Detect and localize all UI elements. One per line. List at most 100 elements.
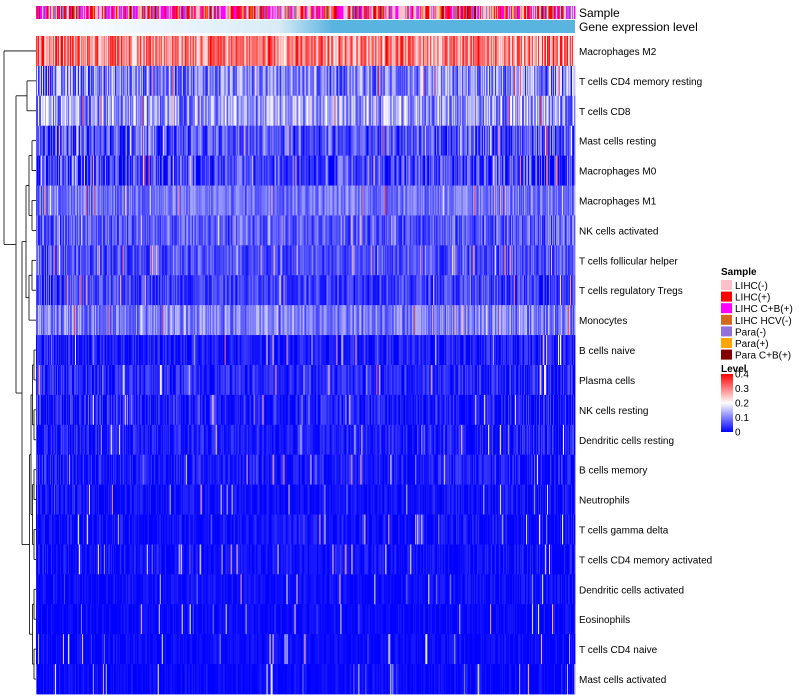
- sample-cell: [175, 6, 178, 19]
- sample-cell: [531, 6, 533, 19]
- sample-cell: [320, 6, 322, 19]
- sample-cell: [564, 6, 566, 19]
- sample-cell: [497, 6, 499, 19]
- sample-cell: [350, 6, 352, 19]
- sample-cell: [253, 6, 255, 19]
- sample-cell: [367, 6, 369, 19]
- sample-cell: [442, 6, 444, 19]
- sample-cell: [281, 6, 283, 19]
- row-label: Eosinophils: [579, 615, 630, 626]
- sample-cell: [484, 6, 486, 19]
- sample-cell: [469, 6, 471, 19]
- sample-cell: [570, 6, 572, 19]
- sample-cell: [535, 6, 537, 19]
- sample-cell: [165, 6, 168, 19]
- sample-cell: [94, 6, 97, 19]
- sample-cell: [514, 6, 516, 19]
- sample-cell: [243, 6, 246, 19]
- sample-cell: [246, 6, 249, 19]
- sample-cell: [38, 6, 41, 19]
- sample-cell: [421, 6, 423, 19]
- sample-cell: [479, 6, 481, 19]
- sample-cell: [328, 6, 330, 19]
- sample-cell: [368, 6, 370, 19]
- sample-cell: [42, 6, 45, 19]
- sample-cell: [114, 6, 117, 19]
- sample-cell: [224, 6, 227, 19]
- sample-cell: [195, 6, 198, 19]
- sample-cell: [70, 6, 73, 19]
- heatmap-row: [36, 275, 576, 306]
- sample-cell: [374, 6, 376, 19]
- sample-cell: [49, 6, 52, 19]
- sample-cell: [478, 6, 480, 19]
- sample-cell: [459, 6, 461, 19]
- sample-cell: [393, 6, 395, 19]
- sample-cell: [307, 6, 309, 19]
- sample-cell: [110, 6, 113, 19]
- sample-cell: [326, 6, 328, 19]
- sample-cell: [101, 6, 104, 19]
- sample-cell: [196, 6, 199, 19]
- sample-cell: [466, 6, 468, 19]
- sample-cell: [245, 6, 248, 19]
- sample-cell: [218, 6, 221, 19]
- sample-cell: [519, 6, 521, 19]
- sample-cell: [282, 6, 284, 19]
- row-label: Plasma cells: [579, 376, 635, 387]
- sample-cell: [199, 6, 202, 19]
- sample-cell: [325, 6, 327, 19]
- sample-cell: [397, 6, 399, 19]
- sample-cell: [93, 6, 96, 19]
- heatmap-row: [36, 365, 576, 396]
- sample-cell: [299, 6, 301, 19]
- sample-cell: [546, 6, 548, 19]
- sample-cell: [236, 6, 239, 19]
- sample-cell: [348, 6, 350, 19]
- sample-cell: [317, 6, 319, 19]
- sample-cell: [146, 6, 149, 19]
- row-label: Neutrophils: [579, 496, 630, 507]
- row-label: Mast cells resting: [579, 137, 656, 148]
- sample-cell: [200, 6, 203, 19]
- sample-cell: [188, 6, 191, 19]
- sample-legend: Sample LIHC(-)LIHC(+)LIHC C+B(+)LIHC HCV…: [721, 267, 793, 362]
- sample-cell: [403, 6, 405, 19]
- sample-cell: [391, 6, 393, 19]
- sample-cell: [294, 6, 296, 19]
- sample-cell: [399, 6, 401, 19]
- sample-cell: [526, 6, 528, 19]
- sample-cell: [62, 6, 65, 19]
- sample-cell: [426, 6, 428, 19]
- sample-cell: [181, 6, 184, 19]
- sample-cell: [229, 6, 232, 19]
- sample-cell: [189, 6, 192, 19]
- sample-cell: [254, 6, 256, 19]
- sample-cell: [461, 6, 463, 19]
- sample-cell: [346, 6, 348, 19]
- sample-cell: [351, 6, 353, 19]
- sample-cell: [74, 6, 77, 19]
- sample-cell: [191, 6, 194, 19]
- sample-cell: [240, 6, 243, 19]
- sample-cell: [437, 6, 439, 19]
- sample-cell: [408, 6, 410, 19]
- sample-cell: [506, 6, 508, 19]
- sample-cell: [492, 6, 494, 19]
- sample-cell: [283, 6, 285, 19]
- sample-cell: [284, 6, 286, 19]
- sample-cell: [55, 6, 58, 19]
- sample-cell: [319, 6, 321, 19]
- sample-cell: [115, 6, 118, 19]
- level-legend-title: Level: [721, 364, 747, 375]
- sample-cell: [79, 6, 82, 19]
- sample-cell: [169, 6, 172, 19]
- sample-cell: [331, 6, 333, 19]
- sample-cell: [223, 6, 226, 19]
- sample-cell: [390, 6, 392, 19]
- sample-cell: [85, 6, 88, 19]
- sample-cell: [47, 6, 50, 19]
- sample-cell: [378, 6, 380, 19]
- sample-cell: [475, 6, 477, 19]
- sample-cell: [261, 6, 263, 19]
